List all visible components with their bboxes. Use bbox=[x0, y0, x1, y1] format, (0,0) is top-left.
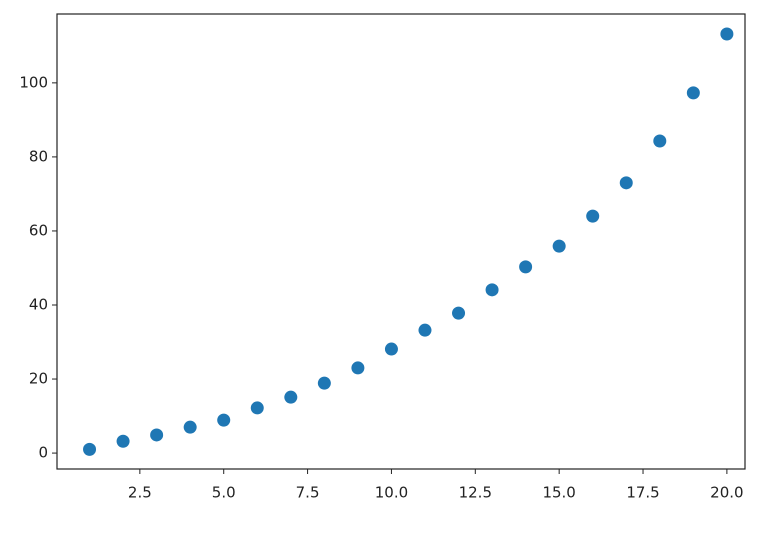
point bbox=[720, 27, 734, 41]
x-tick-label: 12.5 bbox=[459, 484, 492, 502]
point bbox=[452, 306, 466, 320]
x-tick-label: 15.0 bbox=[542, 484, 575, 502]
y-tick-label: 20 bbox=[29, 370, 48, 388]
x-tick-label: 2.5 bbox=[128, 484, 152, 502]
y-tick-label: 0 bbox=[38, 444, 48, 462]
point bbox=[150, 428, 164, 442]
point bbox=[519, 260, 533, 274]
x-tick-label: 7.5 bbox=[296, 484, 320, 502]
axes-frame bbox=[56, 13, 746, 470]
x-tick-label: 20.0 bbox=[710, 484, 743, 502]
point bbox=[384, 342, 398, 356]
y-tick-label: 100 bbox=[19, 73, 48, 91]
point bbox=[317, 376, 331, 390]
point bbox=[284, 390, 298, 404]
x-tick-label: 5.0 bbox=[212, 484, 236, 502]
point bbox=[250, 401, 264, 415]
point bbox=[351, 361, 365, 375]
point bbox=[619, 176, 633, 190]
point bbox=[586, 209, 600, 223]
y-tick-label: 80 bbox=[29, 147, 48, 165]
point bbox=[653, 134, 667, 148]
point bbox=[217, 413, 231, 427]
point bbox=[485, 283, 499, 297]
x-tick-label: 17.5 bbox=[626, 484, 659, 502]
point bbox=[686, 86, 700, 100]
point bbox=[83, 442, 97, 456]
y-tick-label: 60 bbox=[29, 221, 48, 239]
y-tick-label: 40 bbox=[29, 295, 48, 313]
x-tick-label: 10.0 bbox=[375, 484, 408, 502]
point bbox=[418, 323, 432, 337]
point bbox=[183, 420, 197, 434]
point bbox=[116, 434, 130, 448]
point bbox=[552, 239, 566, 253]
